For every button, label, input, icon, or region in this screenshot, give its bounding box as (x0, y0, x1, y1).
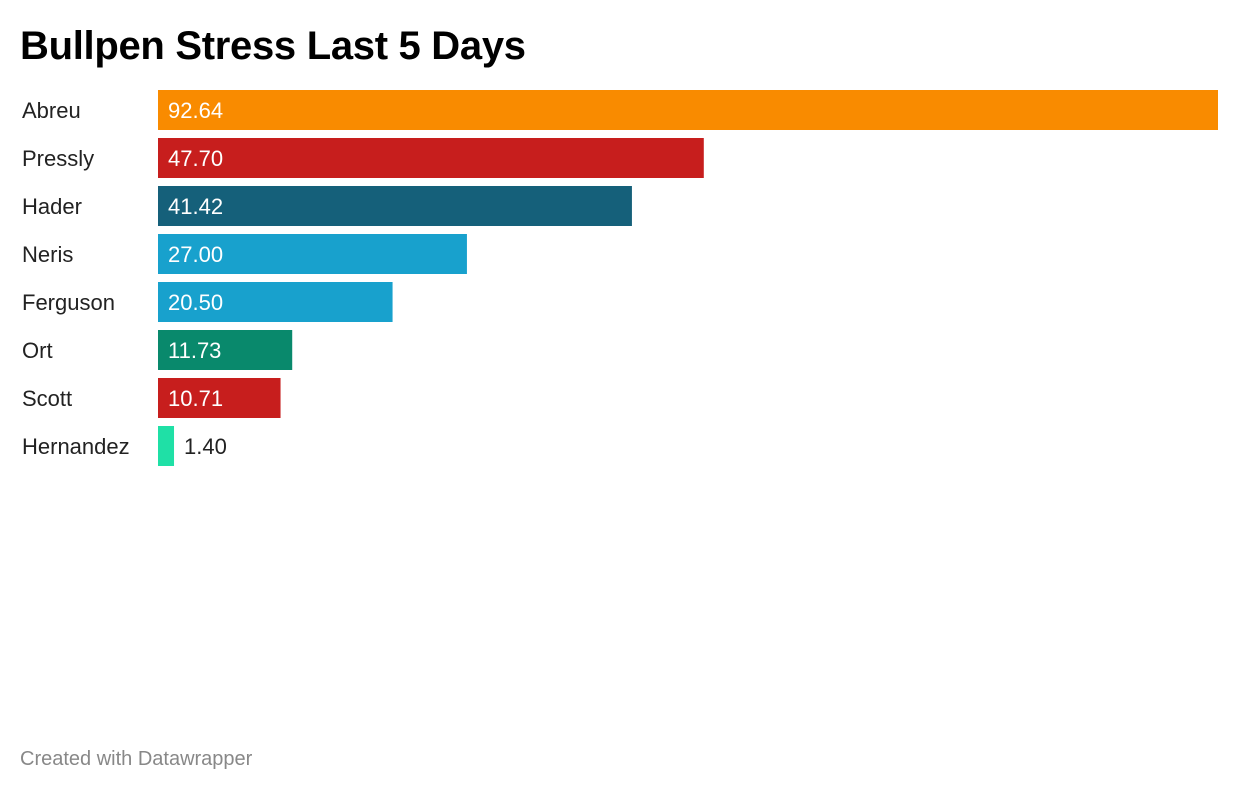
bar (158, 282, 393, 322)
category-label: Ort (22, 338, 53, 363)
category-label: Neris (22, 242, 73, 267)
value-label: 47.70 (168, 146, 223, 171)
value-label: 41.42 (168, 194, 223, 219)
value-label: 1.40 (184, 434, 227, 459)
chart-title: Bullpen Stress Last 5 Days (20, 24, 526, 68)
value-label: 11.73 (168, 338, 221, 363)
bar (158, 234, 467, 274)
bar (158, 378, 281, 418)
bar (158, 426, 175, 466)
category-label: Abreu (22, 98, 81, 123)
category-label: Hernandez (22, 434, 130, 459)
bar (158, 138, 704, 178)
value-label: 10.71 (168, 386, 223, 411)
footer-credit: Created with Datawrapper (20, 748, 253, 770)
bar (158, 186, 632, 226)
bar (158, 330, 293, 370)
category-label: Scott (22, 386, 72, 411)
value-label: 27.00 (168, 242, 223, 267)
category-label: Hader (22, 194, 82, 219)
value-label: 92.64 (168, 98, 223, 123)
category-label: Ferguson (22, 290, 115, 315)
category-label: Pressly (22, 146, 94, 171)
bar-chart: Abreu 92.64 Pressly 47.70 Hader 41.42 Neris 27.… (22, 90, 1218, 466)
bar (158, 90, 1218, 130)
value-label: 20.50 (168, 290, 223, 315)
